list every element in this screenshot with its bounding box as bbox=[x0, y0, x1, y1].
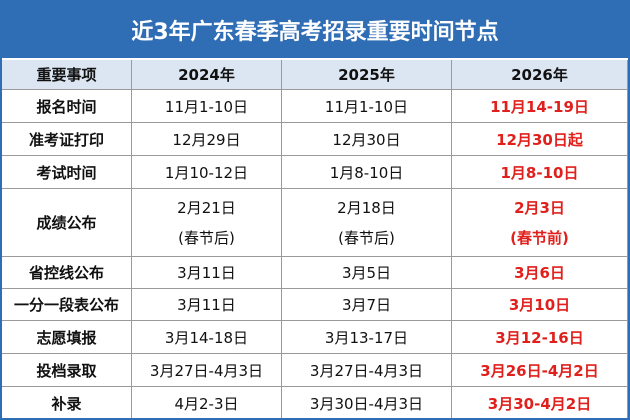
table-cell: 1月8-10日 bbox=[282, 156, 452, 189]
cell-text: (春节后) bbox=[338, 228, 395, 247]
cell-text: 2025年 bbox=[338, 66, 395, 84]
table-cell: 3月27日-4月3日 bbox=[282, 354, 452, 387]
cell-text: 12月29日 bbox=[172, 130, 241, 149]
table-cell: 11月14-19日 bbox=[452, 90, 628, 123]
table-cell: 1月10-12日 bbox=[132, 156, 282, 189]
cell-text: 2月21日 bbox=[177, 199, 236, 218]
cell-text: 准考证打印 bbox=[28, 130, 104, 149]
table-cell: 志愿填报 bbox=[2, 321, 132, 354]
cell-text: 3月7日 bbox=[341, 296, 392, 314]
cell-text: 1月10-12日 bbox=[164, 163, 249, 182]
table-cell: 省控线公布 bbox=[2, 257, 132, 289]
table-cell: 12月29日 bbox=[132, 123, 282, 156]
table-cell: 2月21日 (春节后) bbox=[132, 189, 282, 257]
table-cell: 3月7日 bbox=[282, 289, 452, 321]
cell-text: 1月8-10日 bbox=[329, 163, 404, 182]
cell-text: (春节后) bbox=[178, 228, 235, 247]
table-cell: 成绩公布 bbox=[2, 189, 132, 257]
cell-text: 3月27日-4月3日 bbox=[309, 361, 424, 380]
cell-text: 11月1-10日 bbox=[324, 97, 409, 116]
cell-text: 3月14-18日 bbox=[164, 328, 249, 347]
table-cell: 投档录取 bbox=[2, 354, 132, 387]
table-cell: 1月8-10日 bbox=[452, 156, 628, 189]
cell-text: 11月1-10日 bbox=[164, 97, 249, 116]
table-cell: 2025年 bbox=[282, 60, 452, 90]
table-cell: 3月10日 bbox=[452, 289, 628, 321]
table-cell: 3月5日 bbox=[282, 257, 452, 289]
cell-text: 3月30-4月2日 bbox=[487, 395, 592, 413]
table-cell: 考试时间 bbox=[2, 156, 132, 189]
table-cell: 3月13-17日 bbox=[282, 321, 452, 354]
cell-text: 3月6日 bbox=[514, 264, 565, 282]
cell-text: 3月5日 bbox=[341, 264, 392, 282]
table-cell: 11月1-10日 bbox=[132, 90, 282, 123]
table-cell: 补录 bbox=[2, 387, 132, 418]
cell-text: 3月30日-4月3日 bbox=[309, 395, 424, 413]
table-cell: 3月6日 bbox=[452, 257, 628, 289]
title: 近3年广东春季高考招录重要时间节点 bbox=[2, 2, 628, 58]
cell-text: 2024年 bbox=[178, 66, 235, 84]
cell-text: 2026年 bbox=[511, 66, 568, 84]
cell-text: (春节前) bbox=[510, 228, 569, 247]
table-cell: 12月30日 bbox=[282, 123, 452, 156]
table-cell: 3月27日-4月3日 bbox=[132, 354, 282, 387]
table-cell: 3月14-18日 bbox=[132, 321, 282, 354]
cell-text: 3月13-17日 bbox=[324, 328, 409, 347]
table-cell: 3月12-16日 bbox=[452, 321, 628, 354]
table-cell: 2026年 bbox=[452, 60, 628, 90]
cell-text: 3月27日-4月3日 bbox=[149, 361, 264, 380]
table-cell: 3月26日-4月2日 bbox=[452, 354, 628, 387]
cell-text: 11月14-19日 bbox=[490, 97, 589, 116]
table-cell: 2月3日 (春节前) bbox=[452, 189, 628, 257]
table-cell: 3月30日-4月3日 bbox=[282, 387, 452, 418]
cell-text: 1月8-10日 bbox=[500, 163, 579, 182]
cell-text: 省控线公布 bbox=[28, 264, 104, 282]
cell-text: 4月2-3日 bbox=[174, 395, 239, 413]
table-cell: 重要事项 bbox=[2, 60, 132, 90]
cell-text: 3月11日 bbox=[177, 264, 236, 282]
cell-text: 补录 bbox=[51, 395, 82, 413]
table-cell: 2月18日 (春节后) bbox=[282, 189, 452, 257]
cell-text: 成绩公布 bbox=[36, 214, 97, 232]
cell-text: 2月3日 bbox=[514, 199, 565, 218]
table-cell: 准考证打印 bbox=[2, 123, 132, 156]
table-cell: 3月11日 bbox=[132, 257, 282, 289]
table-cell: 12月30日起 bbox=[452, 123, 628, 156]
table-cell: 11月1-10日 bbox=[282, 90, 452, 123]
table-cell: 3月30-4月2日 bbox=[452, 387, 628, 418]
cell-text: 2月18日 bbox=[337, 199, 396, 218]
cell-text: 3月11日 bbox=[177, 296, 236, 314]
table-cell: 2024年 bbox=[132, 60, 282, 90]
cell-text: 一分一段表公布 bbox=[13, 296, 119, 314]
table-cell: 报名时间 bbox=[2, 90, 132, 123]
cell-text: 3月26日-4月2日 bbox=[480, 361, 599, 380]
cell-text: 3月12-16日 bbox=[495, 328, 584, 347]
table-cell: 4月2-3日 bbox=[132, 387, 282, 418]
cell-text: 投档录取 bbox=[36, 361, 97, 380]
cell-text: 12月30日 bbox=[332, 130, 401, 149]
cell-text: 重要事项 bbox=[36, 66, 97, 84]
cell-text: 3月10日 bbox=[508, 296, 571, 314]
table-cell: 一分一段表公布 bbox=[2, 289, 132, 321]
cell-text: 报名时间 bbox=[36, 97, 97, 116]
cell-text: 12月30日起 bbox=[496, 130, 583, 149]
cell-text: 志愿填报 bbox=[36, 328, 97, 347]
cell-text: 考试时间 bbox=[36, 163, 97, 182]
table-cell: 3月11日 bbox=[132, 289, 282, 321]
